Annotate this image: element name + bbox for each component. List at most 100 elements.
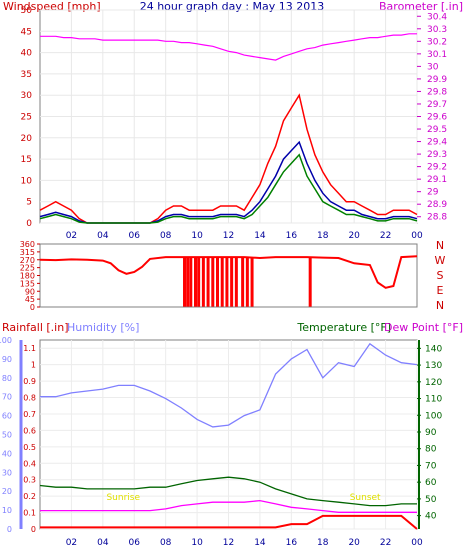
rainfall-tick-label: 0.2 <box>23 492 36 501</box>
windspeed-tick-label: 20 <box>21 134 33 144</box>
windspeed-tick-label: 25 <box>21 113 32 123</box>
direction-tick-label: 0 <box>30 303 35 312</box>
climate-hour-label: 02 <box>66 538 77 548</box>
barometer-ticks: 28.8 28.9 29 29.1 29.2 29.3 29.4 29.5 29.6 29.7 29… <box>417 12 447 223</box>
rainfall-tick-label: 0.4 <box>23 459 36 468</box>
direction-tick-label: 270 <box>20 256 35 265</box>
wind-series <box>39 33 418 224</box>
climate-hour-label: 22 <box>380 538 391 548</box>
humidity-tick-label: 30 <box>2 468 12 477</box>
temperature-tick-label: 50 <box>425 495 437 505</box>
climate-series-line-3 <box>40 514 418 530</box>
windspeed-axis-label: Windspeed [mph] <box>3 0 101 13</box>
temperature-tick-label: 120 <box>425 378 442 388</box>
temperature-tick-label: 90 <box>425 428 437 438</box>
climate-hour-label: 06 <box>129 538 141 548</box>
temperature-tick-label: 110 <box>425 395 442 405</box>
climate-hour-ticks: 02 04 06 08 10 12 14 16 18 20 22 00 <box>66 538 423 548</box>
barometer-tick-label: 30.1 <box>427 50 447 60</box>
sun-annotation: Sunrise <box>106 493 140 503</box>
temperature-ticks: 40 50 60 70 80 90 100 110 120 130 140 <box>417 340 442 529</box>
windspeed-tick-label: 15 <box>21 155 32 165</box>
temperature-tick-label: 70 <box>425 461 437 471</box>
barometer-tick-label: 29.6 <box>427 113 447 123</box>
compass-letter: N <box>436 239 444 252</box>
wind-hour-label: 20 <box>348 231 360 241</box>
wind-direction-line <box>39 255 418 289</box>
barometer-axis-label: Barometer [.in] <box>379 0 463 13</box>
humidity-tick-label: 100 <box>0 336 12 345</box>
compass-letter: N <box>436 299 444 312</box>
rainfall-tick-label: 1.1 <box>23 344 36 353</box>
climate-series-line-0 <box>40 342 418 428</box>
climate-grid <box>40 340 418 530</box>
barometer-tick-label: 29.9 <box>427 75 447 85</box>
rainfall-tick-label: 0.6 <box>23 426 36 435</box>
temperature-tick-label: 130 <box>425 361 442 371</box>
humidity-tick-label: 10 <box>2 506 12 515</box>
barometer-tick-label: 29.7 <box>427 100 447 110</box>
barometer-tick-label: 29.1 <box>427 175 447 185</box>
humidity-tick-label: 20 <box>2 487 12 496</box>
wind-hour-label: 22 <box>380 231 391 241</box>
direction-tick-label: 225 <box>20 264 35 273</box>
rainfall-tick-label: 0.3 <box>23 476 36 485</box>
compass-letter: W <box>435 254 446 267</box>
wind-grid <box>40 9 418 224</box>
wind-hour-label: 10 <box>191 231 203 241</box>
direction-tick-label: 360 <box>20 240 35 249</box>
windspeed-tick-label: 0 <box>26 219 32 229</box>
humidity-tick-label: 40 <box>2 449 12 458</box>
dewpoint-axis-label: Dew Point [°F] <box>384 321 463 334</box>
windspeed-tick-label: 5 <box>26 198 32 208</box>
humidity-tick-label: 0 <box>7 525 12 534</box>
barometer-tick-label: 29.5 <box>427 125 447 135</box>
barometer-tick-label: 29.8 <box>427 87 447 97</box>
wind-barometer-panel: Windspeed [mph] 24 hour graph day : May … <box>3 0 463 241</box>
barometer-tick-label: 30.3 <box>427 25 447 35</box>
climate-series-line-1 <box>39 476 417 507</box>
climate-series <box>39 342 418 530</box>
windspeed-tick-label: 50 <box>21 6 33 16</box>
direction-tick-label: 315 <box>20 248 35 257</box>
barometer-tick-label: 28.8 <box>427 213 447 223</box>
wind-hour-label: 08 <box>160 231 172 241</box>
humidity-tick-label: 80 <box>2 374 12 383</box>
humidity-tick-label: 50 <box>2 431 12 440</box>
temperature-tick-label: 60 <box>425 478 437 488</box>
barometer-tick-label: 29.4 <box>427 138 447 148</box>
barometer-tick-label: 30 <box>427 62 439 72</box>
rainfall-tick-label: 1 <box>31 361 36 370</box>
wind-hour-label: 16 <box>286 231 298 241</box>
direction-tick-label: 45 <box>25 295 35 304</box>
temperature-tick-label: 100 <box>425 411 442 421</box>
wind-hour-ticks: 02 04 06 08 10 12 14 16 18 20 22 00 <box>66 231 423 241</box>
wind-hour-label: 00 <box>411 231 423 241</box>
climate-hour-label: 00 <box>411 538 423 548</box>
climate-hour-label: 20 <box>348 538 360 548</box>
climate-hour-label: 12 <box>223 538 234 548</box>
temperature-axis-label: Temperature [°F] <box>296 321 391 334</box>
wind-hour-label: 12 <box>223 231 234 241</box>
compass-letter: E <box>437 284 444 297</box>
direction-tick-label: 135 <box>20 279 35 288</box>
direction-tick-label: 180 <box>20 272 35 281</box>
windspeed-tick-label: 35 <box>21 70 32 80</box>
barometer-tick-label: 30.2 <box>427 37 447 47</box>
windspeed-tick-label: 30 <box>21 91 33 101</box>
rainfall-tick-label: 0.5 <box>23 443 36 452</box>
barometer-tick-label: 29 <box>427 188 439 198</box>
rainfall-tick-label: 0.7 <box>23 410 36 419</box>
windspeed-tick-label: 40 <box>21 49 33 59</box>
direction-plot-area <box>39 243 418 308</box>
humidity-axis-label: Humidity [%] <box>67 321 139 334</box>
rain-humidity-ticks: 0 0.1 0.2 0.3 0.4 0.5 0.6 0.7 0.8 0.9 1 1.1 0 10 20 30 4… <box>0 336 36 534</box>
humidity-tick-label: 90 <box>2 355 12 364</box>
climate-series-line-2 <box>40 499 417 513</box>
sun-annotations: Sunrise Sunset <box>106 493 381 503</box>
climate-hour-label: 18 <box>317 538 329 548</box>
rainfall-axis-label: Rainfall [.in] <box>2 321 69 334</box>
